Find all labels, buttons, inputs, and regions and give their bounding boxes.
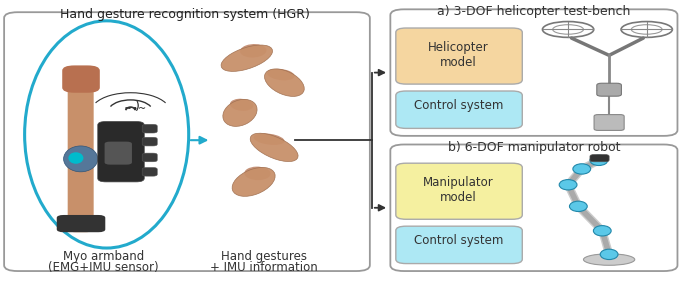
Text: Control system: Control system (414, 234, 503, 247)
Text: (EMG+IMU sensor): (EMG+IMU sensor) (48, 261, 158, 274)
Text: model: model (440, 191, 477, 204)
Text: model: model (440, 56, 477, 69)
Text: ~•~: ~•~ (123, 103, 146, 114)
FancyBboxPatch shape (396, 226, 522, 264)
FancyBboxPatch shape (68, 67, 94, 232)
FancyBboxPatch shape (396, 91, 522, 128)
Text: Helicopter: Helicopter (428, 41, 489, 54)
Text: b) 6-DOF manipulator robot: b) 6-DOF manipulator robot (448, 141, 620, 154)
Text: Hand gestures: Hand gestures (221, 249, 307, 262)
Text: Myo armband: Myo armband (62, 249, 144, 262)
Ellipse shape (559, 179, 577, 190)
FancyBboxPatch shape (396, 163, 522, 219)
FancyBboxPatch shape (396, 28, 522, 84)
Text: a) 3-DOF helicopter test-bench: a) 3-DOF helicopter test-bench (437, 5, 631, 18)
Ellipse shape (232, 167, 275, 196)
FancyBboxPatch shape (105, 142, 132, 165)
Ellipse shape (569, 201, 587, 212)
FancyBboxPatch shape (390, 144, 677, 271)
FancyBboxPatch shape (142, 168, 158, 176)
Ellipse shape (253, 133, 284, 145)
FancyBboxPatch shape (62, 65, 100, 93)
FancyBboxPatch shape (4, 12, 370, 271)
Ellipse shape (267, 69, 295, 80)
FancyBboxPatch shape (98, 121, 145, 182)
Ellipse shape (230, 99, 253, 111)
FancyBboxPatch shape (390, 9, 677, 136)
Ellipse shape (245, 166, 271, 180)
Ellipse shape (573, 164, 590, 174)
FancyBboxPatch shape (142, 124, 158, 133)
Ellipse shape (68, 152, 84, 164)
Ellipse shape (250, 133, 298, 162)
Ellipse shape (64, 146, 98, 172)
Text: Hand gesture recognition system (HGR): Hand gesture recognition system (HGR) (60, 8, 310, 21)
Text: Manipulator: Manipulator (423, 176, 494, 189)
FancyBboxPatch shape (597, 83, 621, 96)
Ellipse shape (221, 45, 273, 71)
Ellipse shape (223, 99, 257, 126)
FancyBboxPatch shape (142, 137, 158, 146)
Text: Control system: Control system (414, 99, 503, 112)
Ellipse shape (240, 44, 266, 58)
Ellipse shape (590, 155, 608, 166)
FancyBboxPatch shape (594, 114, 624, 130)
Ellipse shape (264, 69, 304, 97)
Text: + IMU information: + IMU information (210, 261, 318, 274)
Text: ): ) (135, 100, 140, 113)
FancyBboxPatch shape (57, 215, 105, 232)
Ellipse shape (600, 249, 618, 260)
FancyBboxPatch shape (590, 155, 609, 162)
FancyBboxPatch shape (142, 153, 158, 162)
Ellipse shape (593, 226, 611, 236)
Ellipse shape (584, 254, 635, 265)
